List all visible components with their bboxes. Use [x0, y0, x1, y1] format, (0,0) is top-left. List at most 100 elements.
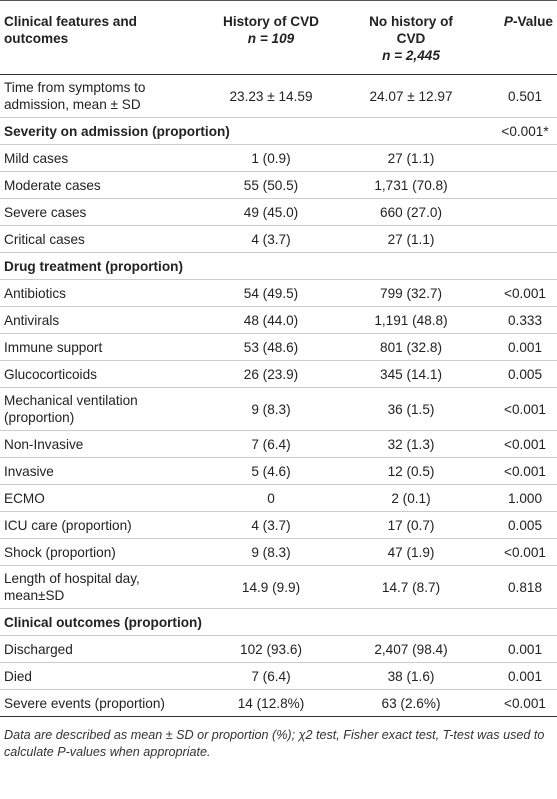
table-row: Drug treatment (proportion)	[0, 252, 557, 280]
table-cell: 4 (3.7)	[207, 511, 335, 539]
header-title: No history of CVD	[369, 14, 453, 46]
table-cell: 9 (8.3)	[207, 387, 335, 431]
empty-cell	[487, 198, 557, 226]
table-cell: 49 (45.0)	[207, 198, 335, 226]
table-cell: 48 (44.0)	[207, 306, 335, 334]
table-cell: 47 (1.9)	[335, 538, 487, 566]
row-label: Antivirals	[0, 306, 207, 334]
table-row: Immune support 53 (48.6) 801 (32.8) 0.001	[0, 333, 557, 361]
row-label: Length of hospital day, mean±SD	[0, 565, 207, 609]
row-label: Antibiotics	[0, 279, 207, 307]
empty-cell	[487, 225, 557, 253]
table-row: Severe events (proportion) 14 (12.8%) 63 (…	[0, 689, 557, 717]
table-cell: <0.001	[487, 689, 557, 717]
row-label: ICU care (proportion)	[0, 511, 207, 539]
table-cell: 14.7 (8.7)	[335, 565, 487, 609]
table-row: Antivirals 48 (44.0) 1,191 (48.8) 0.333	[0, 306, 557, 334]
row-label: Shock (proportion)	[0, 538, 207, 566]
table-cell: 14 (12.8%)	[207, 689, 335, 717]
table-cell: 5 (4.6)	[207, 457, 335, 485]
section-label: Severity on admission (proportion)	[0, 117, 487, 145]
table-cell: 38 (1.6)	[335, 662, 487, 690]
table-cell: 1,191 (48.8)	[335, 306, 487, 334]
table-cell: 0.001	[487, 635, 557, 663]
table-cell: 0.001	[487, 333, 557, 361]
header-cell: P-Value	[487, 0, 557, 75]
table-cell: <0.001	[487, 387, 557, 431]
table-cell: 4 (3.7)	[207, 225, 335, 253]
table-cell: 17 (0.7)	[335, 511, 487, 539]
row-label: Time from symptoms to admission, mean ± …	[0, 74, 207, 118]
header-n: n = 2,445	[382, 48, 440, 63]
table-row: Severe cases 49 (45.0) 660 (27.0)	[0, 198, 557, 226]
row-label: Non-Invasive	[0, 430, 207, 458]
row-label: Critical cases	[0, 225, 207, 253]
table-cell: 7 (6.4)	[207, 430, 335, 458]
table-cell: 345 (14.1)	[335, 360, 487, 388]
row-label: Mild cases	[0, 144, 207, 172]
table-row: Shock (proportion) 9 (8.3) 47 (1.9) <0.001	[0, 538, 557, 566]
table-cell: 27 (1.1)	[335, 225, 487, 253]
table-row: Clinical outcomes (proportion)	[0, 608, 557, 636]
table-body: Time from symptoms to admission, mean ± …	[0, 74, 557, 717]
table-row: Died 7 (6.4) 38 (1.6) 0.001	[0, 662, 557, 690]
header-n: n = 109	[247, 31, 295, 46]
empty-cell	[487, 252, 557, 280]
header-row: Clinical features and outcomes History o…	[0, 0, 557, 75]
row-label: Invasive	[0, 457, 207, 485]
table-row: Time from symptoms to admission, mean ± …	[0, 74, 557, 118]
row-label: Immune support	[0, 333, 207, 361]
footnote: Data are described as mean ± SD or propo…	[4, 728, 545, 759]
table-row: ECMO 0 2 (0.1) 1.000	[0, 484, 557, 512]
header-cell: History of CVD n = 109	[207, 0, 335, 75]
table-cell: 0.005	[487, 511, 557, 539]
table-cell: 1,731 (70.8)	[335, 171, 487, 199]
table-cell: 801 (32.8)	[335, 333, 487, 361]
header-title: History of CVD	[223, 14, 319, 29]
table-cell: 0.005	[487, 360, 557, 388]
table-row: Critical cases 4 (3.7) 27 (1.1)	[0, 225, 557, 253]
table-row: Invasive 5 (4.6) 12 (0.5) <0.001	[0, 457, 557, 485]
row-label: Glucocorticoids	[0, 360, 207, 388]
table-row: Glucocorticoids 26 (23.9) 345 (14.1) 0.005	[0, 360, 557, 388]
table-cell: 0.333	[487, 306, 557, 334]
table-cell: 63 (2.6%)	[335, 689, 487, 717]
table-row: Discharged 102 (93.6) 2,407 (98.4) 0.001	[0, 635, 557, 663]
header-cell: Clinical features and outcomes	[0, 0, 207, 75]
table-cell: 9 (8.3)	[207, 538, 335, 566]
table-cell: 0.501	[487, 74, 557, 118]
table-row: Length of hospital day, mean±SD 14.9 (9.9…	[0, 565, 557, 609]
table-cell: 54 (49.5)	[207, 279, 335, 307]
table-cell: 1 (0.9)	[207, 144, 335, 172]
empty-cell	[487, 171, 557, 199]
table-cell: 102 (93.6)	[207, 635, 335, 663]
row-label: Moderate cases	[0, 171, 207, 199]
table-cell: 36 (1.5)	[335, 387, 487, 431]
table-cell: <0.001	[487, 457, 557, 485]
table-cell: 55 (50.5)	[207, 171, 335, 199]
header-cell: No history of CVD n = 2,445	[335, 0, 487, 75]
table-row: Non-Invasive 7 (6.4) 32 (1.3) <0.001	[0, 430, 557, 458]
table-cell: 26 (23.9)	[207, 360, 335, 388]
row-label: ECMO	[0, 484, 207, 512]
table-cell: <0.001	[487, 279, 557, 307]
table-cell: <0.001	[487, 430, 557, 458]
table-cell: 0.818	[487, 565, 557, 609]
table-cell: 12 (0.5)	[335, 457, 487, 485]
table-cell: 1.000	[487, 484, 557, 512]
table-cell: 0	[207, 484, 335, 512]
table-cell: 660 (27.0)	[335, 198, 487, 226]
row-label: Mechanical ventilation (proportion)	[0, 387, 207, 431]
table-row: ICU care (proportion) 4 (3.7) 17 (0.7) 0.00…	[0, 511, 557, 539]
table-cell: 2,407 (98.4)	[335, 635, 487, 663]
table-cell: 14.9 (9.9)	[207, 565, 335, 609]
table-cell: 24.07 ± 12.97	[335, 74, 487, 118]
table-cell: 53 (48.6)	[207, 333, 335, 361]
table-cell: 27 (1.1)	[335, 144, 487, 172]
table-row: Mild cases 1 (0.9) 27 (1.1)	[0, 144, 557, 172]
table-cell: <0.001	[487, 538, 557, 566]
table-row: Severity on admission (proportion) <0.001…	[0, 117, 557, 145]
table-row: Antibiotics 54 (49.5) 799 (32.7) <0.001	[0, 279, 557, 307]
empty-cell	[487, 608, 557, 636]
